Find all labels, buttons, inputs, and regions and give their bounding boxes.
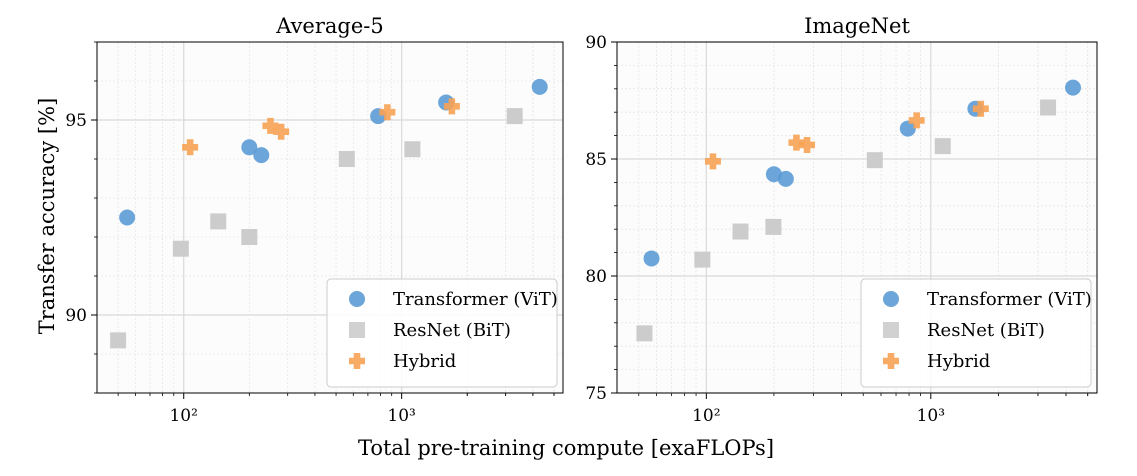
average-5-point-resnet-bit (338, 151, 355, 167)
imagenet-title: ImageNet (804, 14, 910, 38)
imagenet-point-hybrid (972, 100, 989, 117)
imagenet-y-tick-label: 90 (585, 33, 607, 53)
average-5-point-transformer-vit (241, 139, 258, 156)
average-5-x-tick-label: 10³ (387, 406, 415, 426)
average-5-series-hybrid (182, 98, 460, 156)
imagenet-legend-marker-resnet-bit (883, 322, 899, 338)
imagenet-legend-marker-transformer-vit (883, 291, 899, 307)
imagenet-legend-label: Transformer (ViT) (927, 289, 1092, 310)
average-5-point-resnet-bit (241, 229, 258, 245)
average-5-x-tick-label: 10² (169, 406, 197, 426)
average-5-point-hybrid (273, 123, 290, 140)
imagenet-x-tick-label: 10³ (917, 406, 945, 426)
average-5-y-tick-label: 95 (65, 111, 87, 131)
average-5-point-transformer-vit (119, 209, 136, 226)
imagenet-point-resnet-bit (694, 251, 711, 268)
imagenet-y-tick-label: 75 (585, 384, 607, 404)
imagenet-legend-marker-hybrid (883, 353, 899, 369)
x-axis-label: Total pre-training compute [exaFLOPs] (358, 436, 774, 460)
imagenet-legend-label: Hybrid (927, 351, 990, 372)
imagenet-point-hybrid (908, 112, 925, 129)
imagenet-legend-label: ResNet (BiT) (927, 320, 1045, 341)
average-5-legend-marker-transformer-vit (349, 291, 365, 307)
average-5-point-hybrid (182, 139, 199, 156)
average-5-legend-label: Hybrid (393, 351, 456, 372)
average-5-title: Average-5 (275, 14, 384, 38)
average-5-legend-marker-hybrid (349, 353, 365, 369)
y-axis-label: Transfer accuracy [%] (35, 98, 59, 335)
average-5-series-resnet-bit (110, 108, 523, 349)
imagenet-point-transformer-vit (643, 250, 660, 267)
imagenet-point-resnet-bit (732, 223, 749, 240)
average-5-legend-label: Transformer (ViT) (393, 289, 558, 310)
imagenet-series-resnet-bit (636, 99, 1057, 342)
imagenet-point-hybrid (788, 134, 805, 151)
imagenet-axes-frame (616, 41, 1098, 394)
average-5-y-tick-label: 90 (65, 306, 87, 326)
imagenet-point-hybrid (704, 153, 721, 170)
average-5-point-transformer-vit (531, 78, 548, 95)
average-5-point-resnet-bit (506, 108, 523, 125)
imagenet-x-tick-label: 10² (692, 406, 720, 426)
imagenet-y-tick-label: 85 (585, 150, 607, 170)
average-5-point-resnet-bit (404, 141, 421, 158)
panel-average-5: 10² 10³ 90 95 Average-5 Transformer (ViT) ResN… (65, 14, 564, 426)
imagenet-point-resnet-bit (934, 138, 951, 155)
average-5-legend-box (326, 278, 558, 388)
imagenet-point-resnet-bit (636, 325, 653, 342)
average-5-point-transformer-vit (253, 147, 270, 164)
imagenet-point-resnet-bit (765, 218, 782, 235)
imagenet-y-tick-label: 80 (585, 267, 607, 287)
panel-imagenet: 10² 10³ 75 80 85 90 ImageNet Transformer (ViT) R… (585, 14, 1098, 426)
average-5-point-resnet-bit (110, 332, 127, 349)
imagenet-point-hybrid (799, 136, 816, 153)
imagenet-legend: Transformer (ViT) ResNet (BiT) Hybrid (860, 278, 1092, 388)
imagenet-point-transformer-vit (1065, 79, 1082, 96)
imagenet-series-hybrid (704, 100, 989, 170)
average-5-point-hybrid (443, 98, 460, 115)
imagenet-point-resnet-bit (1040, 99, 1057, 116)
average-5-point-resnet-bit (172, 240, 189, 257)
average-5-legend-marker-resnet-bit (349, 322, 365, 338)
average-5-point-hybrid (379, 104, 396, 121)
average-5-point-resnet-bit (210, 213, 227, 230)
average-5-legend-label: ResNet (BiT) (393, 320, 511, 341)
imagenet-legend-box (860, 278, 1092, 388)
average-5-series-transformer-vit (119, 78, 548, 226)
imagenet-point-resnet-bit (866, 152, 883, 169)
average-5-point-hybrid (262, 117, 279, 134)
imagenet-point-transformer-vit (899, 120, 916, 137)
imagenet-point-transformer-vit (777, 170, 794, 187)
average-5-legend: Transformer (ViT) ResNet (BiT) Hybrid (326, 278, 558, 388)
average-5-axes-frame (96, 41, 564, 394)
